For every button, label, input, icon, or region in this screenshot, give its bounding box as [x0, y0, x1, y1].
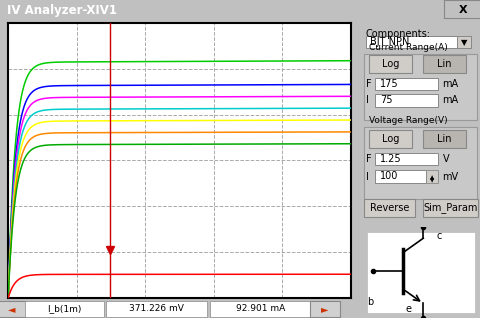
- Text: 371.226 mV: 371.226 mV: [129, 304, 184, 314]
- Text: mA: mA: [442, 79, 458, 89]
- Text: Components:: Components:: [365, 29, 430, 39]
- Bar: [365, 36, 470, 48]
- FancyBboxPatch shape: [368, 130, 411, 148]
- Text: I: I: [365, 95, 368, 105]
- Text: 100: 100: [379, 171, 397, 182]
- Bar: [374, 153, 437, 165]
- FancyBboxPatch shape: [363, 198, 415, 217]
- Text: IV Analyzer-XIV1: IV Analyzer-XIV1: [7, 3, 117, 17]
- Text: 1.25: 1.25: [379, 154, 401, 164]
- FancyBboxPatch shape: [422, 55, 465, 73]
- Text: ▼: ▼: [460, 38, 467, 46]
- Text: ►: ►: [320, 304, 328, 314]
- Text: mA: mA: [442, 95, 458, 105]
- Text: Sim_Param: Sim_Param: [422, 202, 477, 213]
- Text: I: I: [365, 172, 368, 182]
- Text: Log: Log: [381, 134, 398, 144]
- Text: Log: Log: [381, 59, 398, 69]
- Text: Current Range(A): Current Range(A): [369, 43, 447, 52]
- FancyBboxPatch shape: [309, 301, 339, 317]
- Text: V: V: [442, 154, 448, 164]
- Bar: [374, 170, 425, 183]
- FancyBboxPatch shape: [422, 198, 477, 217]
- Text: 92.901 mA: 92.901 mA: [235, 304, 285, 314]
- Text: I_b(1m): I_b(1m): [47, 304, 81, 314]
- Text: F: F: [365, 79, 371, 89]
- Bar: [209, 301, 310, 317]
- Bar: [374, 78, 437, 90]
- Text: ◄: ◄: [8, 304, 15, 314]
- Text: 175: 175: [379, 79, 398, 89]
- FancyBboxPatch shape: [0, 301, 27, 317]
- Text: X: X: [457, 5, 466, 15]
- Text: 75: 75: [379, 95, 392, 105]
- Text: Lin: Lin: [436, 134, 451, 144]
- Text: Reverse: Reverse: [369, 203, 408, 213]
- Bar: [374, 94, 437, 107]
- Text: Voltage Range(V): Voltage Range(V): [369, 116, 447, 125]
- Bar: [456, 36, 470, 48]
- Bar: [24, 301, 104, 317]
- Text: b: b: [367, 297, 372, 307]
- FancyBboxPatch shape: [368, 55, 411, 73]
- Bar: [364, 54, 476, 120]
- Text: Lin: Lin: [436, 59, 451, 69]
- Text: c: c: [435, 232, 441, 241]
- Text: mV: mV: [442, 172, 458, 182]
- Text: ▼: ▼: [429, 178, 433, 183]
- Bar: [425, 170, 437, 183]
- Bar: [364, 127, 476, 198]
- Text: ▲: ▲: [429, 176, 433, 181]
- Text: BJT NPN: BJT NPN: [370, 37, 409, 47]
- Text: F: F: [365, 154, 371, 164]
- Bar: [106, 301, 207, 317]
- FancyBboxPatch shape: [422, 130, 465, 148]
- Text: e: e: [405, 304, 411, 314]
